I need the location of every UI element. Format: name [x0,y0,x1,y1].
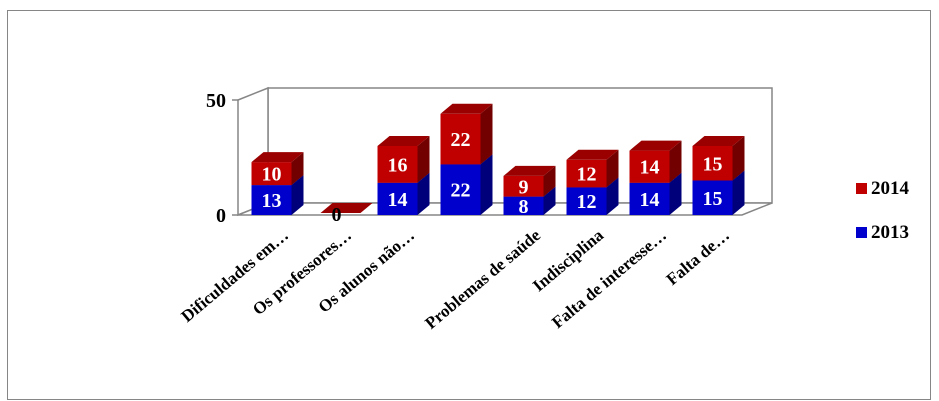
bar-2013-4-front [503,196,544,215]
bar-zero-1 [320,203,373,213]
category-label-0: Dificuldades em… [177,226,292,326]
data-label-2014-5: 12 [577,164,597,186]
data-label-2013-0: 13 [262,190,282,212]
bar-2014-0 [251,152,304,186]
bar-2013-2-front [377,182,418,215]
category-label-6: Falta de interesse… [548,226,670,333]
bar-2014-0-front [251,162,292,186]
bar-2014-5-side [606,149,619,188]
data-label-2014-4: 9 [519,176,529,198]
bar-2013-3-side [480,154,493,215]
data-label-2013-6: 14 [640,189,660,211]
bar-2013-0-side [291,175,304,215]
bar-2013-2 [377,172,430,215]
legend-swatch-2014 [856,183,867,194]
data-label-2013-3: 22 [451,180,471,202]
bar-2013-5-side [606,177,619,215]
chart-border [7,10,931,400]
legend: 2014 2013 [856,178,910,243]
bar-group [251,103,745,215]
legend-label-2013: 2013 [871,222,909,243]
bar-2014-6 [629,140,682,183]
bar-2014-0-top [251,152,304,163]
bar-2014-4-side [543,165,556,197]
bar-2013-6-front [629,182,670,215]
bar-2014-7-front [692,146,733,181]
bar-zero-1-top [320,203,373,213]
legend-swatch-2013 [856,227,867,238]
data-label-2013-2: 14 [388,189,408,211]
data-label-2014-7: 15 [703,153,723,175]
data-label-2014-6: 14 [640,157,660,179]
bar-2014-5-front [566,159,607,188]
bar-2013-7-side [732,170,745,215]
data-label-2014-2: 16 [388,154,408,176]
y-tick-label-1: 50 [206,90,226,112]
bar-2014-3-front [440,113,481,165]
bar-2014-3-top [440,103,493,114]
bar-2014-4 [503,165,556,197]
bar-2013-4-side [543,186,556,215]
bar-2014-6-front [629,150,670,183]
bar-2013-6-side [669,172,682,215]
bar-2014-7 [692,136,745,181]
bar-2014-7-top [692,136,745,146]
bar-2014-2-top [377,136,430,146]
bar-2014-5 [566,149,619,188]
bar-2014-6-top [629,140,682,151]
bar-2014-4-top [503,165,556,176]
data-label-2014-3: 22 [451,129,471,151]
bar-2013-3-front [440,164,481,215]
bar-2014-2-front [377,146,418,183]
bar-2014-2 [377,136,430,183]
data-label-2014-1: 0 [332,204,342,226]
bar-2013-0-front [251,185,292,215]
data-label-group: 13 10 0 14 16 22 22 89 12 12 14 14 15 15 [262,129,723,226]
data-label-2013-5: 12 [577,191,597,213]
data-label-2014-0: 10 [262,164,282,186]
category-label-7: Falta de… [663,226,733,289]
bar-2014-5-top [566,149,619,160]
bar-2014-7-side [732,136,745,181]
category-label-4: Problemas de saúde [421,225,544,333]
bar-2014-2-side [417,136,430,183]
bar-2013-7-front [692,180,733,215]
bar-2014-0-side [291,152,304,186]
data-label-2013-4: 8 [519,196,529,218]
bar-2014-3-side [480,103,493,165]
bar-2014-6-side [669,140,682,183]
bar-2013-2-side [417,172,430,215]
data-label-2013-7: 15 [703,188,723,210]
bar-2014-3 [440,103,493,165]
bar-2014-4-front [503,175,544,197]
legend-label-2014: 2014 [871,178,910,199]
y-tick-label-0: 0 [216,205,226,227]
bar-2013-5-front [566,187,607,215]
